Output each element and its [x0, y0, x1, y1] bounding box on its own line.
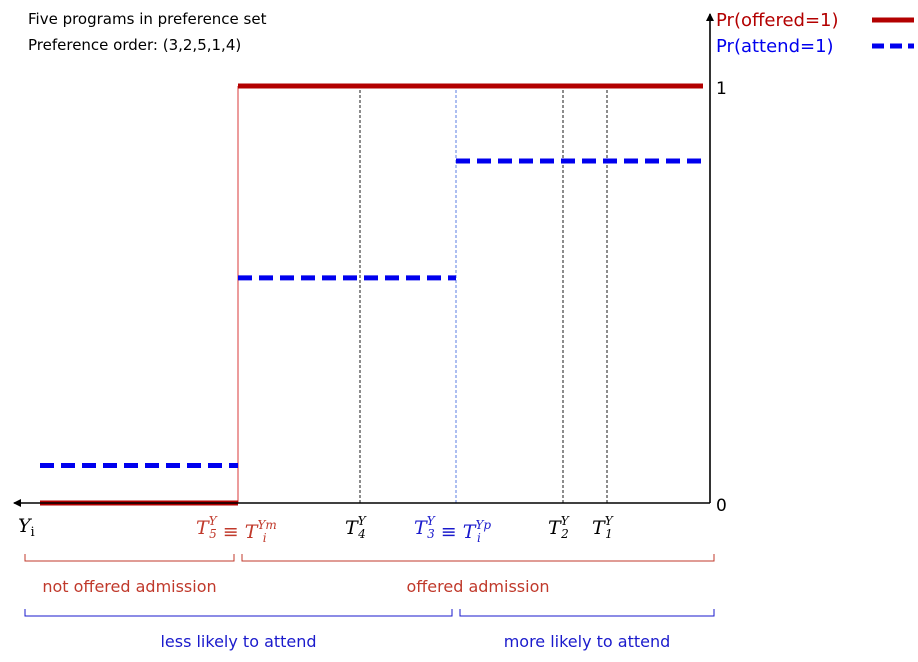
threshold-label-t5: TY 5 ≡ TYm i	[196, 514, 277, 545]
bracket-label-2: less likely to attend	[160, 632, 316, 651]
bracket-label-3: more likely to attend	[504, 632, 671, 651]
legend: Pr(offered=1) Pr(attend=1)	[716, 10, 914, 57]
y-tick-labels: 01	[716, 79, 727, 516]
y-tick-label-0: 0	[716, 496, 727, 516]
bracket-0	[24, 554, 235, 562]
legend-label-1: Pr(attend=1)	[716, 36, 834, 57]
x-axis-label: Yi	[18, 515, 35, 540]
threshold-lines	[237, 86, 608, 503]
x-axis-label-subscript: i	[31, 525, 35, 540]
threshold-labels: TY 5 ≡ TYm i TY 4 TY 3 ≡ TYp i TY 2 TY 1	[196, 514, 614, 545]
threshold-label-t2: TY 2	[548, 514, 570, 541]
threshold-label-t3: TY 3 ≡ TYp i	[414, 514, 491, 545]
y-tick-label-1: 1	[716, 79, 727, 99]
bracket-3	[459, 609, 715, 617]
bracket-label-1: offered admission	[406, 577, 549, 596]
chart-title: Five programs in preference set	[28, 10, 267, 28]
bracket-label-0: not offered admission	[42, 577, 216, 596]
chart-subtitle: Preference order: (3,2,5,1,4)	[28, 36, 241, 54]
legend-label-0: Pr(offered=1)	[716, 10, 839, 31]
bracket-1	[241, 554, 715, 562]
brackets: not offered admission offered admission le…	[24, 554, 715, 651]
threshold-label-t1: TY 1	[592, 514, 614, 541]
bracket-2	[24, 609, 453, 617]
threshold-label-t4: TY 4	[345, 514, 367, 541]
series-layer	[40, 83, 703, 506]
